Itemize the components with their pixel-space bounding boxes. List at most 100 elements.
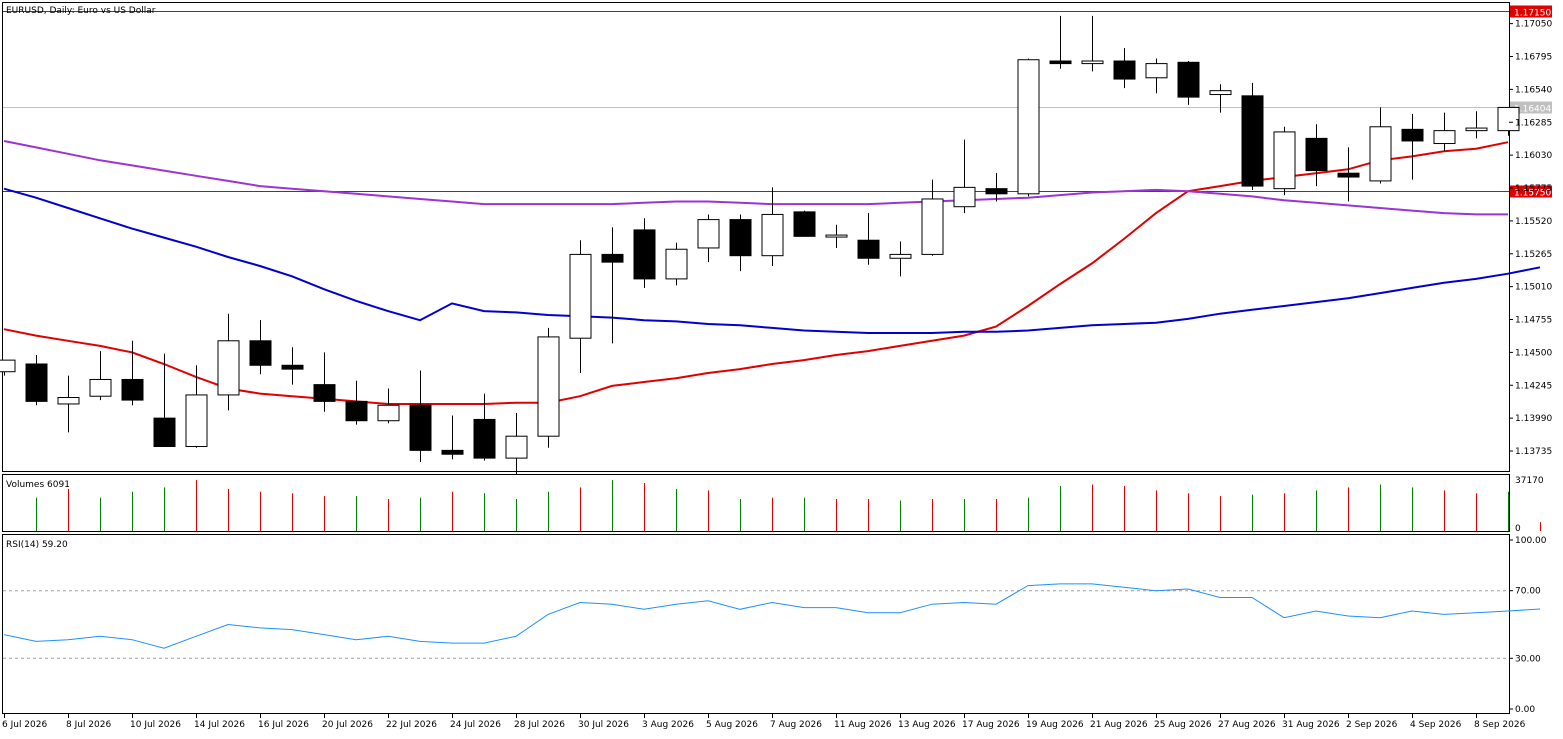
candle[interactable] (89, 351, 112, 401)
candle[interactable] (921, 179, 944, 256)
candle-body (761, 213, 784, 257)
candle[interactable] (409, 370, 432, 462)
candle[interactable] (1177, 61, 1200, 105)
candle-body (409, 404, 432, 451)
candle[interactable] (1113, 48, 1136, 89)
rsi-label: RSI(14) 59.20 (6, 540, 68, 550)
candle-body (153, 417, 176, 448)
candle[interactable] (665, 242, 688, 286)
candle[interactable] (1369, 107, 1392, 184)
candle[interactable] (1209, 84, 1232, 113)
candle[interactable] (1049, 15, 1072, 69)
candle[interactable] (377, 388, 400, 424)
candle-body (825, 234, 848, 238)
candle-body (473, 418, 496, 459)
candle[interactable] (889, 241, 912, 277)
candle[interactable] (57, 375, 80, 433)
candle-body (377, 404, 400, 422)
rsi-axis-label: 70.00 (1515, 587, 1541, 597)
time-axis-label: 11 Aug 2026 (834, 720, 892, 730)
candle[interactable] (1401, 113, 1424, 180)
time-axis-label: 20 Jul 2026 (322, 720, 373, 730)
candle[interactable] (569, 240, 592, 374)
candle[interactable] (601, 227, 624, 344)
candle-body (921, 198, 944, 255)
candle-body (505, 435, 528, 459)
candle[interactable] (1433, 112, 1456, 152)
time-axis-label: 21 Aug 2026 (1090, 720, 1148, 730)
candle-body (441, 449, 464, 455)
candle-body (729, 219, 752, 257)
candle-body (537, 336, 560, 437)
candle-body (665, 248, 688, 280)
candle[interactable] (1145, 58, 1168, 94)
volume-pane[interactable] (2, 474, 1510, 532)
candle[interactable] (25, 354, 48, 406)
candle-body (1273, 131, 1296, 190)
candle-body (89, 378, 112, 397)
time-axis-label: 8 Sep 2026 (1474, 720, 1526, 730)
price-axis-label: 1.14755 (1515, 316, 1552, 326)
candle[interactable] (537, 327, 560, 448)
volume-label: Volumes 6091 (6, 480, 70, 490)
candle-body (1209, 90, 1232, 96)
candle[interactable] (825, 224, 848, 248)
candle[interactable] (1305, 124, 1328, 187)
candle[interactable] (153, 353, 176, 448)
price-axis-label: 1.14500 (1515, 348, 1552, 358)
horizontal-line-label-bg (1510, 185, 1552, 198)
candle-body (121, 378, 144, 401)
candle[interactable] (345, 380, 368, 425)
rsi-line[interactable] (3, 583, 1541, 649)
candle[interactable] (281, 347, 304, 385)
candle-body (1241, 95, 1264, 187)
candle[interactable] (217, 313, 240, 411)
candle-body (217, 340, 240, 396)
candle-body (25, 363, 48, 402)
candle-body (1113, 60, 1136, 80)
candle[interactable] (1337, 147, 1360, 202)
candle-body (249, 340, 272, 366)
time-axis-label: 13 Aug 2026 (898, 720, 956, 730)
candle[interactable] (1273, 126, 1296, 196)
rsi-pane[interactable] (2, 534, 1510, 714)
price-pane[interactable] (2, 2, 1510, 472)
candle-body (1049, 60, 1072, 65)
candle[interactable] (697, 214, 720, 263)
candle[interactable] (857, 213, 880, 265)
candle[interactable] (985, 173, 1008, 202)
candle[interactable] (0, 359, 16, 376)
time-axis-label: 22 Jul 2026 (386, 720, 437, 730)
candle-body (313, 384, 336, 402)
candle-body (1305, 137, 1328, 172)
candle-body (985, 188, 1008, 195)
candle[interactable] (953, 139, 976, 214)
time-axis-label: 7 Aug 2026 (770, 720, 822, 730)
candle[interactable] (633, 218, 656, 288)
candle[interactable] (1017, 58, 1040, 197)
candle[interactable] (249, 320, 272, 375)
candle[interactable] (121, 340, 144, 406)
candle[interactable] (1241, 82, 1264, 190)
candle[interactable] (1465, 111, 1488, 139)
candle[interactable] (313, 352, 336, 412)
candle[interactable] (185, 365, 208, 448)
candle-body (1433, 130, 1456, 145)
price-axis-label: 1.13990 (1515, 414, 1552, 424)
candle[interactable] (761, 187, 784, 267)
candle[interactable] (793, 210, 816, 237)
price-axis-label: 1.17050 (1515, 20, 1552, 30)
price-axis-label: 1.16540 (1515, 85, 1552, 95)
candle-body (1177, 61, 1200, 98)
candle-body (569, 253, 592, 339)
current-price-label-bg (1510, 101, 1552, 114)
candle[interactable] (441, 415, 464, 460)
candle[interactable] (473, 393, 496, 461)
candle[interactable] (1081, 15, 1104, 72)
candle[interactable] (505, 412, 528, 475)
time-axis-label: 2 Sep 2026 (1346, 720, 1398, 730)
candle[interactable] (729, 214, 752, 272)
candle[interactable] (1497, 106, 1520, 136)
